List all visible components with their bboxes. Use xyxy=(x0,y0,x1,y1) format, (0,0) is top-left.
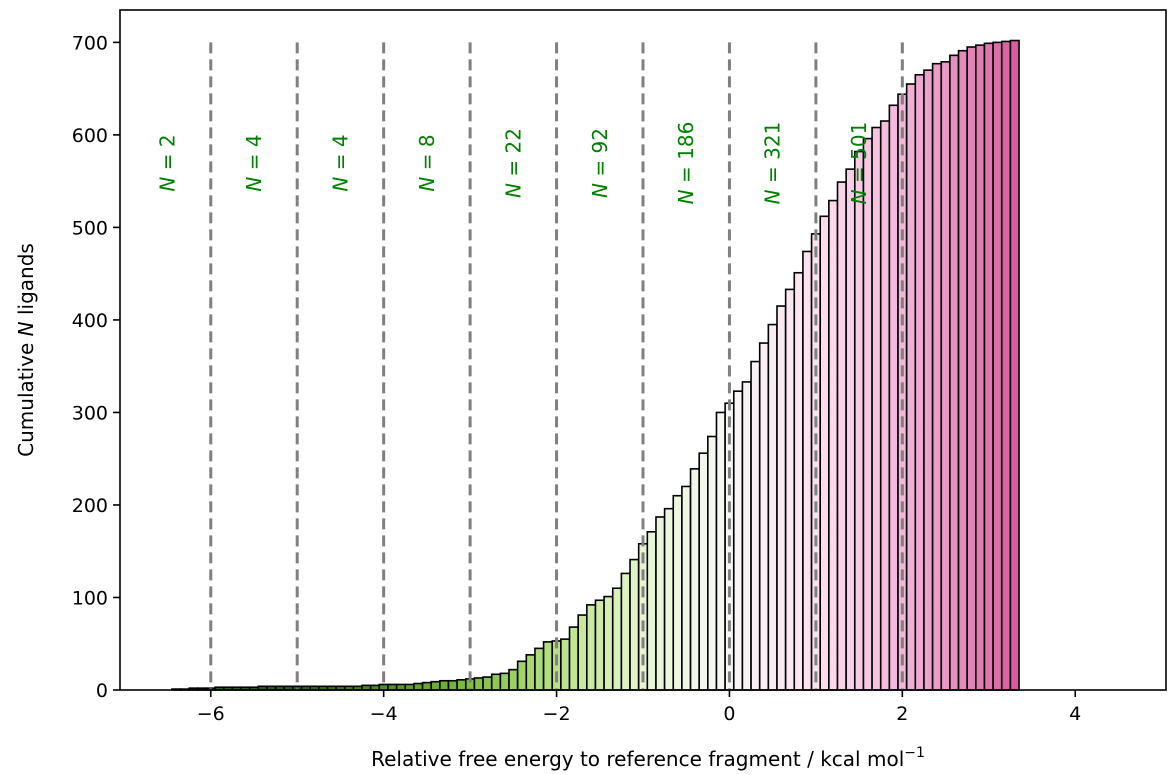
y-tick-label: 200 xyxy=(72,495,108,517)
histogram-bar xyxy=(663,507,675,691)
y-tick-label: 400 xyxy=(72,310,108,332)
histogram-bar xyxy=(413,682,424,691)
count-annotation: N = 501 xyxy=(847,122,871,205)
histogram-bar xyxy=(836,181,847,691)
histogram-bar xyxy=(983,42,994,691)
histogram-bar xyxy=(577,614,588,691)
count-annotation: N = 8 xyxy=(415,134,439,191)
y-tick-label: 100 xyxy=(72,587,108,609)
histogram-bar xyxy=(508,668,519,691)
histogram-bar xyxy=(560,638,571,691)
histogram-bar xyxy=(802,250,813,691)
histogram-bar xyxy=(776,305,787,691)
histogram-bar xyxy=(715,411,726,691)
histogram-bar xyxy=(646,530,657,691)
histogram-bar xyxy=(586,604,597,691)
x-axis-label: Relative free energy to reference fragme… xyxy=(371,745,925,771)
x-tick-label: −6 xyxy=(197,703,225,725)
axes-frame xyxy=(119,9,1167,691)
histogram-bar xyxy=(482,676,493,691)
histogram-bar xyxy=(784,288,796,691)
histogram-bar xyxy=(923,69,934,691)
histogram-bar xyxy=(879,120,891,691)
count-annotation: N = 92 xyxy=(588,128,612,198)
histogram-bar xyxy=(387,683,398,691)
histogram-bar xyxy=(992,41,1003,691)
histogram-bar xyxy=(975,44,986,691)
histogram-bar xyxy=(603,595,614,691)
histogram-bar xyxy=(499,672,510,691)
histogram-bar xyxy=(439,679,450,691)
histogram-bar xyxy=(430,680,441,691)
histogram-bar xyxy=(905,83,917,691)
x-tick-label: 4 xyxy=(1069,703,1081,725)
histogram-bar xyxy=(395,683,407,691)
histogram-bar xyxy=(966,46,977,691)
y-axis-ticks: 0 100 200 300 400 500 600 700 xyxy=(72,32,120,702)
histogram-bar xyxy=(689,468,700,691)
y-axis-label: Cumulative N ligands xyxy=(14,243,38,457)
x-tick-label: 2 xyxy=(896,703,908,725)
histogram-bar xyxy=(767,323,778,691)
histogram-bar xyxy=(949,54,960,691)
x-tick-label: −2 xyxy=(543,703,571,725)
count-annotation: N = 4 xyxy=(328,134,352,191)
histogram-bar xyxy=(931,62,943,691)
histogram-bar xyxy=(698,452,709,691)
histogram-bar xyxy=(655,516,666,691)
histogram-bar xyxy=(516,660,528,691)
y-tick-label: 500 xyxy=(72,217,108,239)
histogram-bar xyxy=(914,73,925,691)
histogram-bar xyxy=(473,677,484,691)
histogram-bar xyxy=(594,599,605,691)
histogram-bar xyxy=(819,215,830,691)
count-annotation: N = 321 xyxy=(761,122,785,205)
histogram-bar xyxy=(862,137,873,691)
histogram-bar xyxy=(853,150,865,691)
histogram-bar xyxy=(542,641,554,691)
histogram-bar xyxy=(534,647,545,691)
histogram-bar xyxy=(828,199,839,691)
y-tick-label: 600 xyxy=(72,125,108,147)
y-tick-label: 700 xyxy=(72,32,108,54)
histogram-bar xyxy=(421,681,432,691)
histogram-bar xyxy=(871,126,882,691)
histogram-bar xyxy=(611,587,623,691)
x-tick-label: 0 xyxy=(723,703,735,725)
histogram-bar xyxy=(490,673,502,691)
histogram-bar xyxy=(888,104,899,691)
histogram-bar xyxy=(845,168,856,691)
histogram-bar xyxy=(940,61,951,691)
histogram-bar xyxy=(793,271,804,691)
count-annotation: N = 22 xyxy=(501,128,525,198)
count-annotation: N = 2 xyxy=(156,134,180,191)
count-annotation: N = 186 xyxy=(674,122,698,205)
histogram-bar xyxy=(707,435,718,691)
histogram-bar xyxy=(957,49,968,691)
histogram-bar xyxy=(629,558,640,691)
histogram-bar xyxy=(741,381,752,691)
histogram-bar xyxy=(1000,40,1012,691)
histogram-bar xyxy=(732,390,744,691)
histogram-bar xyxy=(525,654,536,691)
histogram-bar xyxy=(1009,39,1020,691)
histogram-bar xyxy=(750,360,761,691)
count-annotation: N = 4 xyxy=(242,134,266,191)
histogram-bar xyxy=(620,572,631,691)
x-tick-label: −4 xyxy=(370,703,398,725)
y-tick-label: 0 xyxy=(96,680,108,702)
histogram-bar xyxy=(672,494,683,691)
histogram-bar xyxy=(447,679,458,691)
histogram-bar xyxy=(404,683,415,691)
histogram-bar xyxy=(637,543,649,691)
threshold-lines xyxy=(209,42,904,690)
histogram-bar xyxy=(456,679,467,691)
histogram-bar xyxy=(681,485,692,691)
annotations-group: N = 2 N = 4 N = 4 N = 8 N = 22 N = 92 N = 186 N… xyxy=(156,122,872,205)
histogram-bar xyxy=(758,342,770,691)
histogram-bar xyxy=(568,626,579,691)
y-tick-label: 300 xyxy=(72,402,108,424)
x-axis-ticks: −6 −4 −2 0 2 4 xyxy=(197,690,1081,725)
